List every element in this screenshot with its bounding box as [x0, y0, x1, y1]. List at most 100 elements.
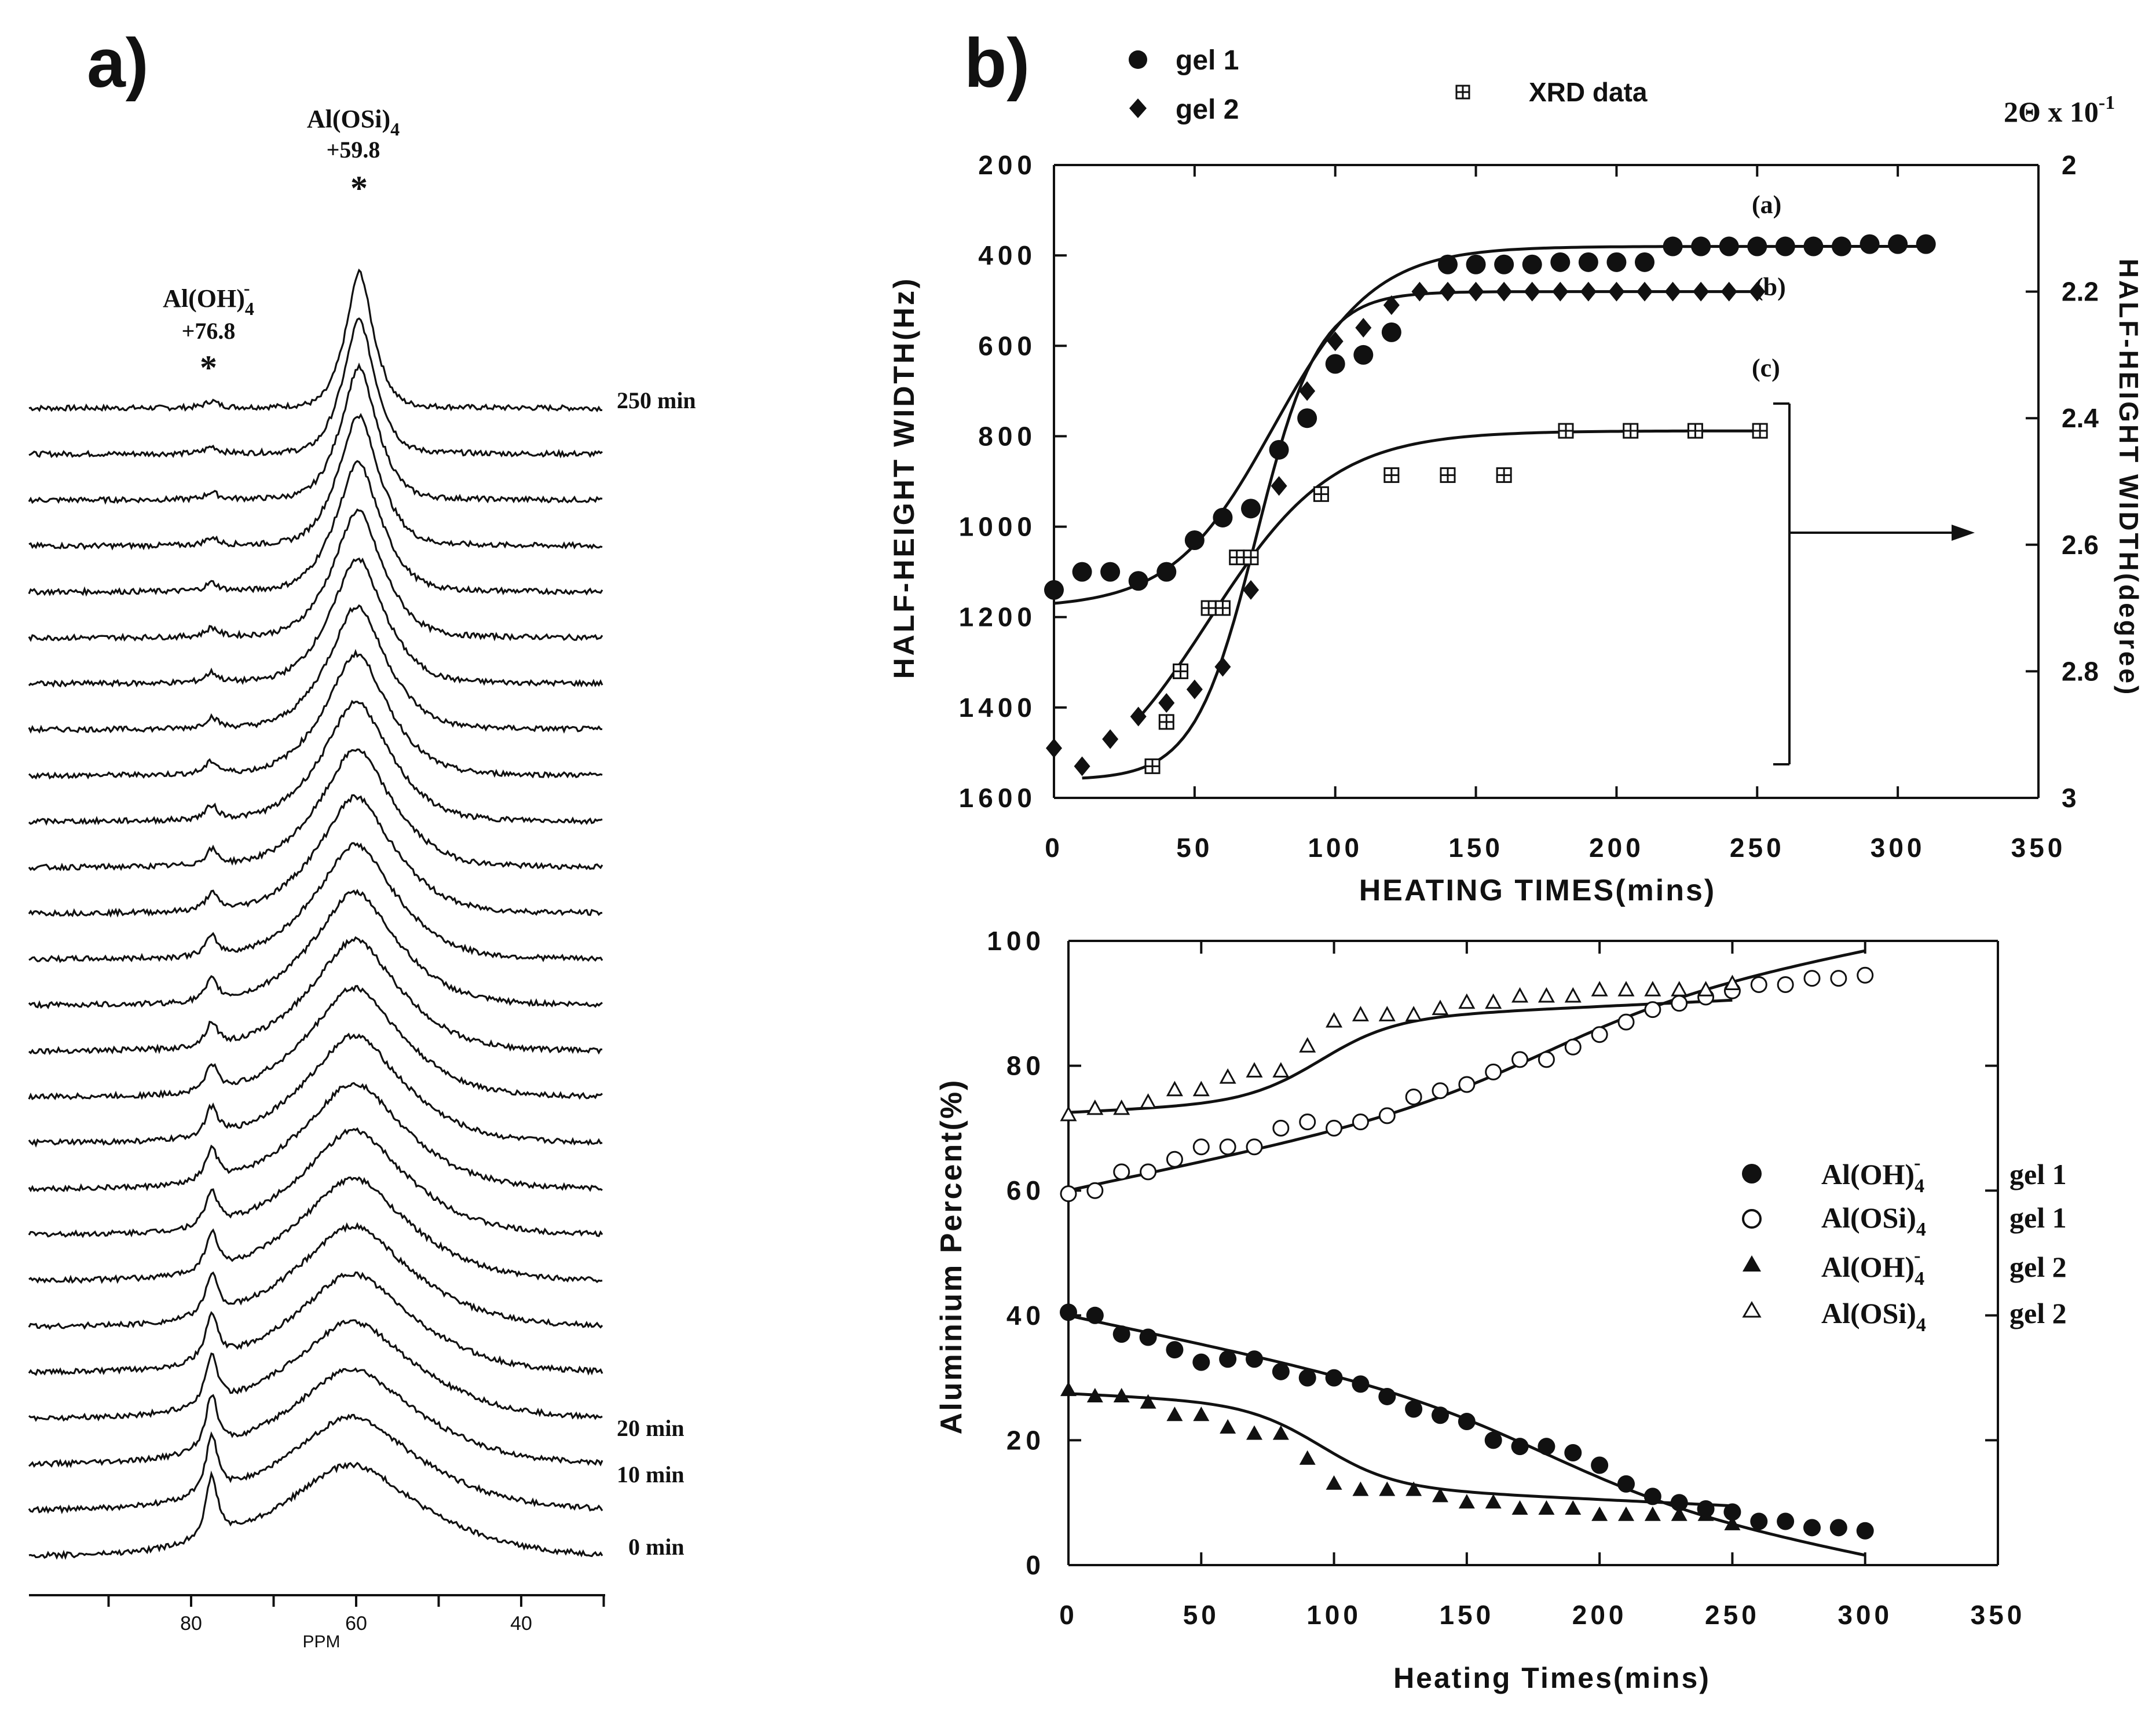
oh-gel1-point [1617, 1475, 1635, 1493]
osi-gel1-point [1352, 1113, 1369, 1131]
gel1-point [1578, 252, 1598, 272]
fit-curve-oh-gel2 [1068, 1392, 1733, 1508]
oh-gel2-point [1618, 1506, 1634, 1521]
top-x-tick-label: 300 [1871, 833, 1926, 863]
spectrum-trace [28, 268, 603, 413]
gel2-point [1243, 580, 1259, 600]
oh-gel1-point [1750, 1512, 1768, 1530]
gel2-point [1074, 756, 1090, 776]
osi-gel2-point [1617, 981, 1635, 996]
legend-oh-gel1-marker [1742, 1164, 1762, 1184]
top-chart-frame [1053, 164, 2040, 799]
xrd-axis-arrow-icon [1952, 525, 1975, 541]
oh-gel2-point [1113, 1387, 1130, 1402]
top-y-tick-label: 1600 [959, 783, 1037, 813]
bottom-chart-tick-labels: 0 50 100 150 200 250 300 350 0 20 40 60 80 100 [987, 926, 2022, 1630]
oh-gel2-point [1565, 1500, 1582, 1515]
osi-gel1-point [1803, 970, 1821, 987]
osi-gel2-point [1538, 987, 1555, 1003]
top-y-tick-label: 1000 [959, 512, 1037, 542]
gel2-point [1440, 281, 1456, 302]
peak-oh-ppm: +76.8 [182, 318, 236, 344]
spectrum-trace [28, 1032, 603, 1148]
oh-gel2-point [1272, 1425, 1289, 1440]
gel1-point [1663, 236, 1683, 257]
xrd-point [1496, 467, 1512, 483]
osi-gel2-point [1246, 1062, 1263, 1078]
gel2-point [1411, 281, 1428, 302]
top-y-right-tick-label: 3 [2062, 783, 2077, 813]
osi-gel2-point [1060, 1105, 1077, 1122]
osi-gel2-point [1564, 987, 1582, 1003]
oh-gel2-point [1326, 1475, 1342, 1490]
oh-gel2-point [1644, 1506, 1661, 1521]
gel1-point [1381, 322, 1401, 342]
osi-gel1-point [1750, 976, 1767, 993]
osi-gel2-point [1352, 1006, 1369, 1021]
top-x-tick-label: 0 [1045, 833, 1063, 863]
curve-label-b: (b) [1755, 273, 1786, 301]
osi-gel2-point [1326, 1012, 1343, 1028]
spectrum-trace [28, 1127, 603, 1239]
top-y-right-tick-label: 2.4 [2062, 403, 2099, 433]
xrd-point [1158, 714, 1174, 730]
osi-gel1-point [1113, 1163, 1130, 1181]
legend-osi-gel2-label: Al(OSi)4 gel 2 [1821, 1297, 2067, 1336]
gel2-point [1271, 476, 1287, 496]
fit-curve-gel2 [1082, 290, 1758, 780]
oh-gel2-point [1220, 1419, 1236, 1434]
oh-gel2-point [1724, 1515, 1741, 1530]
spectrum-trace [28, 460, 603, 597]
top-y-right-tick-label: 2.8 [2062, 656, 2099, 686]
bottom-x-tick-label: 150 [1439, 1600, 1494, 1630]
oh-gel1-point [1112, 1325, 1130, 1343]
oh-gel1-point [1219, 1350, 1237, 1368]
gel1-point [1832, 236, 1851, 257]
oh-gel1-point [1856, 1522, 1874, 1540]
oh-gel1-point [1723, 1503, 1741, 1521]
gel1-point [1156, 562, 1177, 582]
nmr-spectra [28, 268, 603, 1560]
osi-gel2-point [1272, 1062, 1290, 1078]
oh-gel1-point [1591, 1456, 1609, 1474]
curve-label-a: (a) [1752, 190, 1781, 219]
osi-gel2-point [1432, 999, 1449, 1016]
gel2-point [1693, 281, 1710, 302]
ppm-tick-80: 80 [180, 1613, 202, 1635]
gel2-point [1580, 281, 1597, 302]
xrd-point [1752, 423, 1768, 439]
gel1-point [1184, 530, 1205, 550]
gel1-point [1353, 345, 1374, 365]
gel1-point [1072, 562, 1092, 582]
osi-gel1-point [1192, 1138, 1210, 1156]
osi-gel1-point [1166, 1151, 1183, 1168]
oh-gel2-point [1166, 1406, 1183, 1421]
peak-oh-name: Al(OH)4- [163, 277, 254, 319]
gel2-point [1299, 381, 1316, 401]
osi-gel2-point [1086, 1099, 1104, 1115]
osi-gel1-point [1830, 970, 1847, 987]
oh-gel1-point [1405, 1400, 1423, 1418]
spectrum-trace [28, 1367, 603, 1468]
osi-gel1-point [1644, 1001, 1661, 1018]
gel1-point [1522, 254, 1542, 274]
peak-osi-name: Al(OSi)4 [307, 105, 400, 140]
gel2-point [1158, 693, 1175, 713]
top-x-tick-label: 100 [1308, 833, 1363, 863]
oh-gel2-point [1299, 1450, 1316, 1465]
gel1-point [1466, 254, 1486, 274]
osi-gel1-point [1564, 1038, 1582, 1056]
xrd-point [1623, 423, 1639, 439]
peak-oh-marker: * [200, 349, 217, 387]
oh-gel2-point [1352, 1481, 1369, 1496]
oh-gel2-point [1193, 1406, 1210, 1421]
legend-osi-gel1-marker [1742, 1209, 1762, 1229]
oh-gel2-point [1458, 1494, 1475, 1509]
oh-gel1-point [1564, 1443, 1582, 1461]
legend-gel1-label: gel 1 [1176, 45, 1239, 76]
top-chart-ylabel-left: HALF-HEIGHT WIDTH(Hz) [888, 277, 920, 679]
gel1-point [1438, 254, 1458, 274]
oh-gel2-point [1379, 1481, 1396, 1496]
oh-gel2-point [1086, 1387, 1103, 1402]
